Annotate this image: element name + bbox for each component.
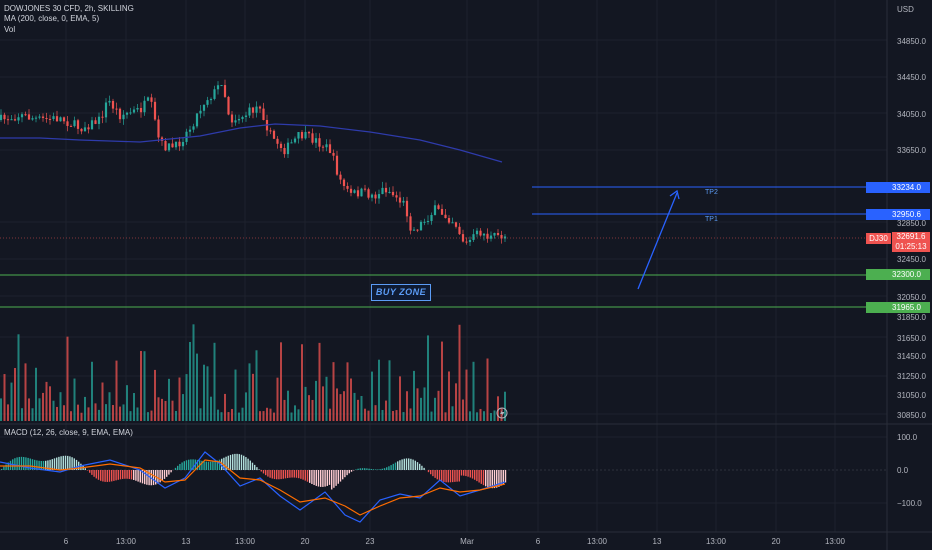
price-tick: 34850.0 bbox=[897, 37, 926, 46]
time-tick: 13 bbox=[182, 537, 191, 546]
current-price-tag[interactable]: 32691.6 01:25:13 bbox=[892, 232, 930, 252]
currency-label: USD bbox=[897, 5, 914, 14]
tp2-price-tag[interactable]: 33234.0 bbox=[866, 182, 930, 193]
moving-average-line bbox=[0, 123, 503, 163]
price-tick: 32850.0 bbox=[897, 219, 926, 228]
price-tick: 33650.0 bbox=[897, 146, 926, 155]
lightning-icon[interactable] bbox=[496, 407, 508, 419]
time-axis[interactable]: 6 13:00 13 13:00 20 23 Mar 6 13:00 13 13… bbox=[64, 537, 846, 546]
time-tick: Mar bbox=[460, 537, 474, 546]
macd-legend[interactable]: MACD (12, 26, close, 9, EMA, EMA) bbox=[4, 428, 133, 437]
bar-countdown: 01:25:13 bbox=[895, 242, 927, 251]
current-price: 32691.6 bbox=[896, 232, 926, 241]
time-tick: 13:00 bbox=[825, 537, 846, 546]
trend-arrow[interactable] bbox=[637, 189, 680, 290]
ma-legend[interactable]: MA (200, close, 0, EMA, 5) bbox=[4, 14, 100, 23]
time-tick: 13:00 bbox=[587, 537, 608, 546]
symbol-tag: DJ30 bbox=[866, 233, 891, 244]
price-tick: 30850.0 bbox=[897, 411, 926, 420]
support1-price-tag[interactable]: 32300.0 bbox=[866, 269, 930, 280]
price-tick: 34450.0 bbox=[897, 73, 926, 82]
time-tick: 13:00 bbox=[116, 537, 137, 546]
price-tick: 34050.0 bbox=[897, 110, 926, 119]
macd-line bbox=[0, 451, 506, 523]
price-tick: 32450.0 bbox=[897, 255, 926, 264]
time-tick: 13 bbox=[653, 537, 662, 546]
time-tick: 23 bbox=[366, 537, 375, 546]
volume-legend[interactable]: Vol bbox=[4, 25, 16, 34]
price-tick: 31850.0 bbox=[897, 313, 926, 322]
symbol-legend[interactable]: DOWJONES 30 CFD, 2h, SKILLING bbox=[4, 4, 134, 13]
price-tick: 31050.0 bbox=[897, 391, 926, 400]
macd-tick: −100.0 bbox=[897, 499, 922, 508]
macd-tick: 100.0 bbox=[897, 433, 918, 442]
time-tick: 13:00 bbox=[235, 537, 256, 546]
price-tick: 32050.0 bbox=[897, 293, 926, 302]
signal-line bbox=[0, 459, 506, 516]
price-tick: 31450.0 bbox=[897, 352, 926, 361]
price-axis[interactable]: 34850.0 34450.0 34050.0 33650.0 32850.0 … bbox=[897, 5, 926, 508]
buy-zone-label[interactable]: BUY ZONE bbox=[371, 284, 431, 301]
time-tick: 13:00 bbox=[706, 537, 727, 546]
tp1-label: TP1 bbox=[705, 216, 718, 223]
time-tick: 20 bbox=[772, 537, 781, 546]
time-tick: 6 bbox=[64, 537, 69, 546]
macd-tick: 0.0 bbox=[897, 466, 909, 475]
time-tick: 6 bbox=[536, 537, 541, 546]
tp1-price-tag[interactable]: 32950.6 bbox=[866, 209, 930, 220]
tp2-label: TP2 bbox=[705, 189, 718, 196]
support2-price-tag[interactable]: 31965.0 bbox=[866, 302, 930, 313]
price-tick: 31650.0 bbox=[897, 334, 926, 343]
price-tick: 31250.0 bbox=[897, 372, 926, 381]
time-tick: 20 bbox=[301, 537, 310, 546]
